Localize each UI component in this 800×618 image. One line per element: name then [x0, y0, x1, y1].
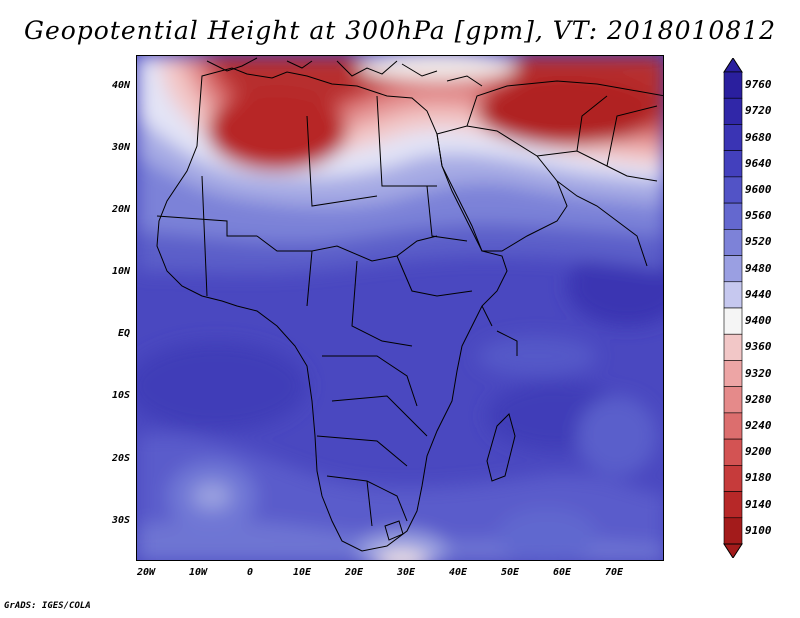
- colorbar-segment: [723, 124, 743, 151]
- colorbar-level-label: 9200: [745, 445, 772, 459]
- lat-label-eq: EQ: [117, 328, 130, 339]
- lon-label-10w: 10W: [188, 567, 208, 578]
- colorbar-level-label: 9600: [745, 183, 772, 196]
- colorbar-level-label: 9400: [745, 314, 772, 328]
- lon-label-50e: 50E: [500, 567, 520, 578]
- lon-label-30e: 30E: [396, 567, 416, 578]
- lat-label-10n: 10N: [111, 266, 130, 277]
- lon-label-40e: 40E: [448, 567, 468, 578]
- lon-label-60e: 60E: [552, 567, 572, 578]
- colorbar-segment: [723, 360, 743, 387]
- colorbar-top-arrow: [723, 58, 743, 73]
- colorbar-level-label: 9760: [745, 78, 772, 92]
- colorbar-level-label: 9100: [745, 523, 772, 537]
- chart-title: Geopotential Height at 300hPa [gpm], VT:…: [23, 16, 777, 45]
- lat-label-10s: 10S: [111, 390, 130, 401]
- colorbar-level-label: 9140: [745, 497, 772, 511]
- colorbar-segment: [723, 386, 743, 414]
- colorbar-level-label: 9280: [745, 392, 772, 406]
- colorbar-segment: [723, 97, 743, 125]
- colorbar-level-label: 9240: [745, 419, 772, 432]
- colorbar-segment: [723, 176, 743, 204]
- colorbar: [723, 58, 743, 558]
- colorbar-level-label: 9360: [745, 340, 772, 354]
- lon-label-0: 0: [246, 567, 254, 578]
- coastlines: [156, 57, 663, 552]
- colorbar-segment: [723, 202, 743, 230]
- colorbar-segment: [723, 307, 743, 335]
- lat-label-30n: 30N: [111, 142, 130, 153]
- lon-label-10e: 10E: [292, 567, 312, 578]
- lat-label-30s: 30S: [111, 515, 130, 526]
- colorbar-segment: [723, 229, 743, 256]
- colorbar-level-label: 9180: [745, 471, 772, 485]
- lat-label-20s: 20S: [111, 453, 130, 464]
- height-contours: [137, 56, 663, 560]
- colorbar-level-label: 9640: [745, 156, 772, 170]
- lon-label-70e: 70E: [604, 567, 624, 578]
- colorbar-level-label: 9560: [745, 209, 772, 223]
- height-field-map: [137, 56, 663, 560]
- map-panel: [136, 55, 664, 561]
- colorbar-segment: [723, 255, 743, 283]
- colorbar-segment: [723, 333, 743, 361]
- lat-label-20n: 20N: [111, 204, 130, 215]
- colorbar-bottom-arrow: [723, 543, 743, 558]
- colorbar-level-label: 9720: [745, 104, 772, 118]
- lon-label-20w: 20W: [136, 567, 156, 578]
- colorbar-segment: [723, 491, 743, 519]
- lon-label-20e: 20E: [344, 567, 364, 578]
- lat-label-40n: 40N: [111, 80, 130, 91]
- colorbar-segment: [723, 517, 743, 545]
- colorbar-level-label: 9320: [745, 366, 772, 380]
- colorbar-segment: [723, 412, 743, 440]
- footer-credit: GrADS: IGES/COLA: [4, 601, 91, 611]
- colorbar-level-label: 9480: [745, 261, 772, 275]
- colorbar-level-label: 9520: [745, 235, 772, 249]
- colorbar-segment: [723, 465, 743, 492]
- colorbar-level-label: 9680: [745, 130, 772, 144]
- colorbar-segment: [723, 438, 743, 466]
- colorbar-segment: [723, 150, 743, 178]
- colorbar-segment: [723, 281, 743, 309]
- colorbar-level-label: 9440: [745, 287, 772, 301]
- colorbar-segment: [723, 71, 743, 99]
